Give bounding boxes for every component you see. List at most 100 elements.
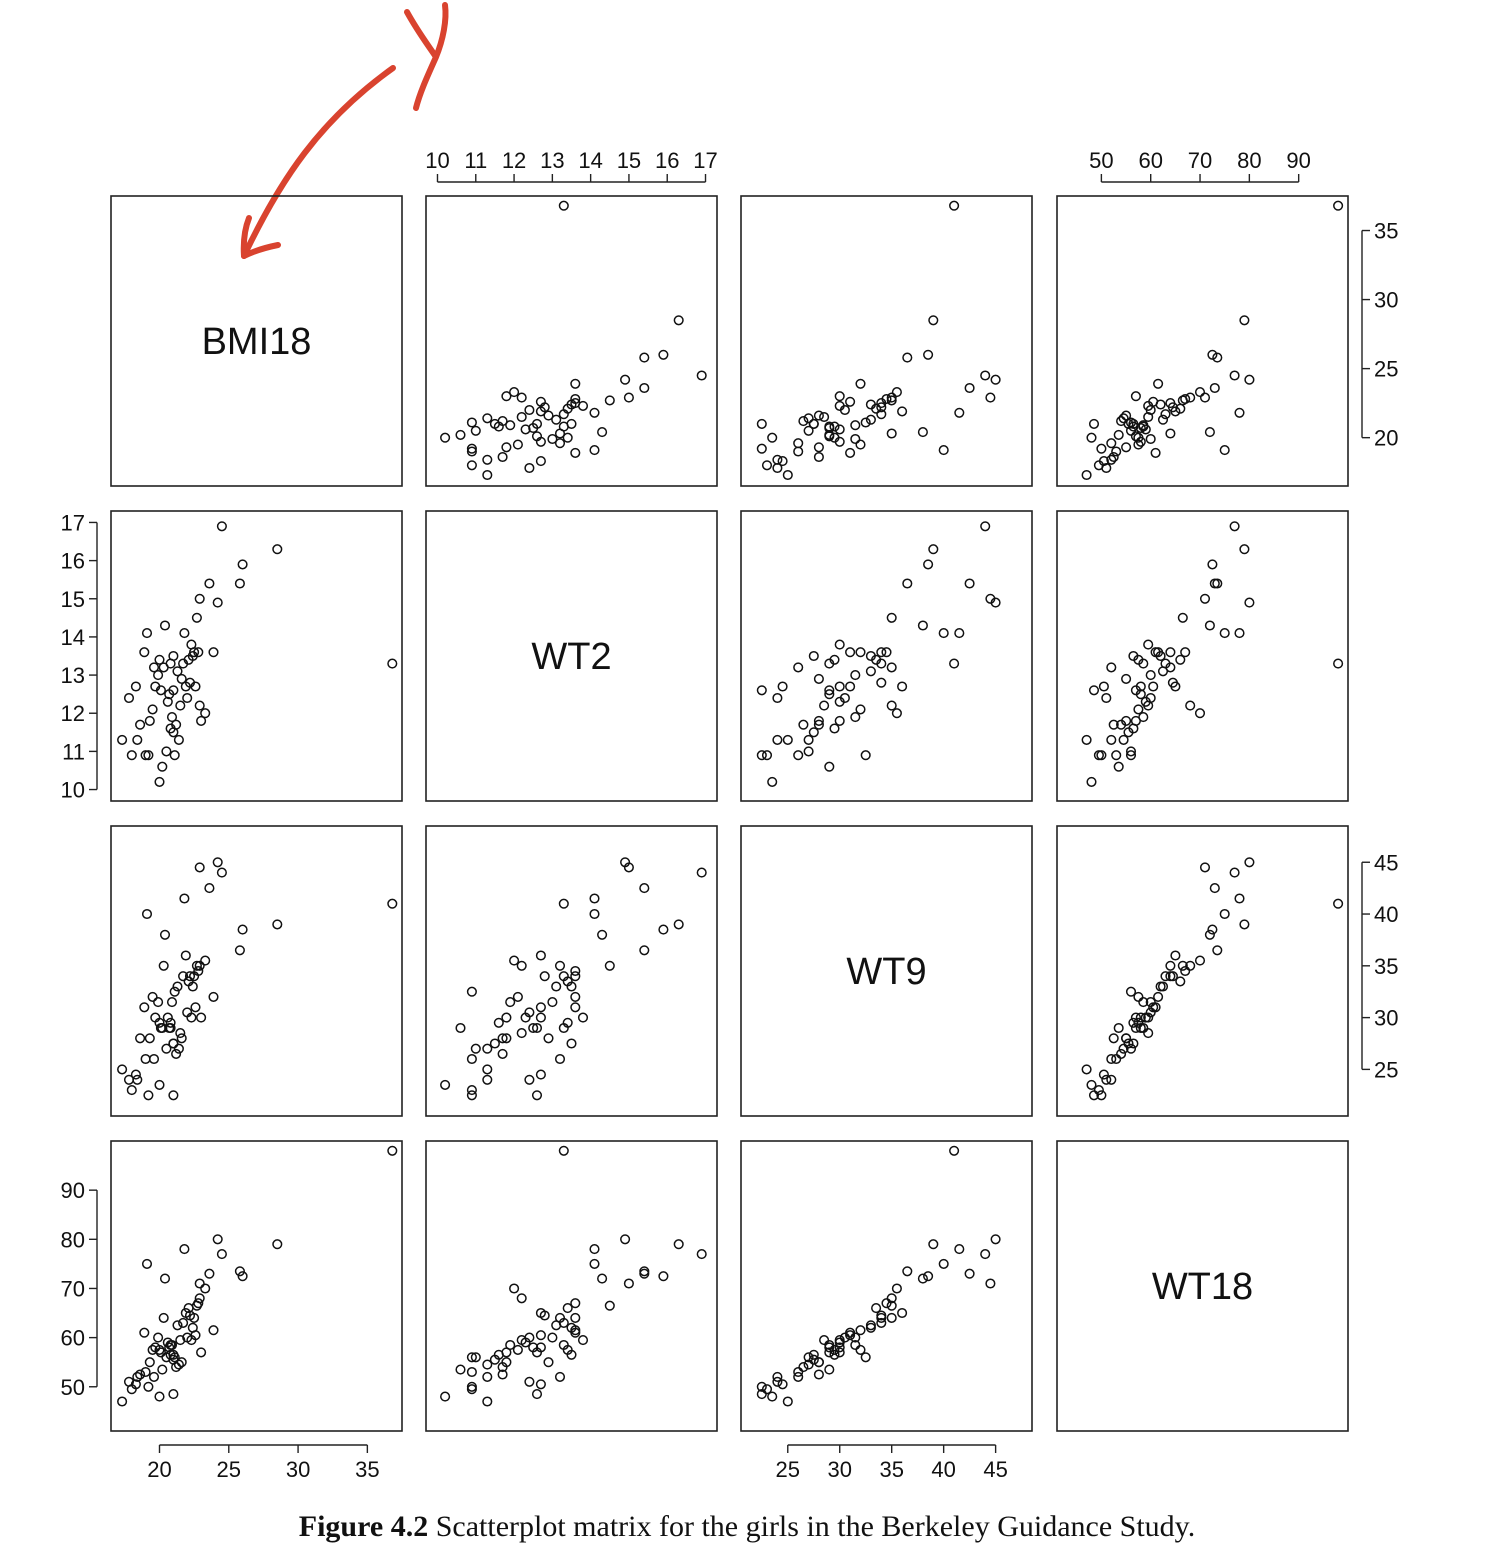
data-point xyxy=(1106,1053,1117,1065)
data-point xyxy=(928,315,939,326)
data-point xyxy=(756,750,767,761)
data-point xyxy=(1153,378,1164,389)
data-point xyxy=(620,374,631,385)
data-point xyxy=(161,746,172,757)
data-point xyxy=(876,1317,887,1328)
data-point xyxy=(558,200,569,211)
data-point xyxy=(819,700,830,711)
data-point xyxy=(194,960,205,971)
data-point xyxy=(1081,734,1092,745)
data-point xyxy=(1128,1017,1139,1028)
data-point xyxy=(897,681,908,692)
data-point xyxy=(917,427,928,438)
data-point xyxy=(162,1012,173,1023)
data-point xyxy=(658,349,669,360)
data-point xyxy=(1118,413,1129,424)
data-point xyxy=(154,1344,165,1355)
data-point xyxy=(165,723,176,734)
data-point xyxy=(130,1069,141,1080)
data-point xyxy=(871,654,882,665)
data-point xyxy=(1113,1022,1124,1034)
data-point xyxy=(860,417,871,428)
data-point xyxy=(597,1273,608,1284)
data-point xyxy=(928,1239,939,1250)
data-point xyxy=(1234,407,1245,418)
data-point xyxy=(620,1234,631,1245)
tick-label: 10 xyxy=(61,778,85,803)
data-point xyxy=(531,418,543,429)
data-point xyxy=(1194,708,1206,719)
data-point xyxy=(165,1339,176,1351)
panel-bmi18-vs-bmi18: BMI18 xyxy=(110,195,403,487)
data-point xyxy=(440,432,451,443)
data-point xyxy=(1113,429,1124,440)
data-point xyxy=(200,708,211,719)
data-point xyxy=(194,700,205,711)
data-point xyxy=(189,971,200,982)
data-point xyxy=(148,1053,160,1065)
wt18-top-axis: 50 60 70 80 90 xyxy=(1089,148,1311,183)
panel-bmi18-vs-wt18 xyxy=(1056,195,1349,487)
data-point xyxy=(141,908,153,920)
data-point xyxy=(1199,593,1211,604)
data-point xyxy=(1165,971,1176,982)
data-point xyxy=(1180,647,1191,658)
data-point xyxy=(135,1369,146,1380)
wt9-right-axis: 25 30 35 40 45 xyxy=(1361,850,1398,1082)
data-point xyxy=(466,1366,477,1378)
data-point xyxy=(1160,409,1171,420)
data-point xyxy=(1088,685,1100,696)
data-point xyxy=(539,402,550,413)
tick-label: 25 xyxy=(1374,1057,1398,1082)
data-point xyxy=(1116,416,1127,427)
data-point xyxy=(1133,1017,1144,1028)
data-point xyxy=(834,696,845,707)
data-point xyxy=(673,1239,684,1250)
data-point xyxy=(440,1079,451,1090)
data-point xyxy=(577,1335,589,1346)
figure-caption-text: Scatterplot matrix for the girls in the … xyxy=(428,1510,1196,1543)
data-point xyxy=(1088,1090,1100,1101)
data-point xyxy=(1106,1074,1117,1085)
data-point xyxy=(639,945,650,956)
data-point xyxy=(891,708,902,719)
data-point xyxy=(1170,950,1181,961)
data-point xyxy=(834,681,845,692)
panel-frame xyxy=(740,195,1033,487)
data-point xyxy=(169,986,180,997)
tick-label: 30 xyxy=(827,1457,851,1482)
data-point xyxy=(196,1012,207,1023)
data-point xyxy=(558,898,569,909)
data-point xyxy=(179,893,190,904)
data-point xyxy=(175,1028,186,1039)
data-point xyxy=(143,1090,154,1101)
data-point xyxy=(886,612,897,623)
panel-frame xyxy=(110,195,403,487)
data-point xyxy=(509,955,520,966)
tick-label: 80 xyxy=(1237,148,1261,173)
tick-label: 35 xyxy=(355,1457,379,1482)
data-point xyxy=(126,750,137,761)
panel-grid: BMI18 WT2 WT9 WT18 xyxy=(110,195,1349,1432)
tick-label: 70 xyxy=(1188,148,1212,173)
data-point xyxy=(834,400,845,411)
data-point xyxy=(824,685,835,696)
data-point xyxy=(543,410,554,421)
data-point xyxy=(1165,647,1176,658)
data-point xyxy=(497,1369,508,1380)
data-point xyxy=(938,445,949,456)
data-point xyxy=(147,991,158,1002)
data-point xyxy=(803,1352,814,1363)
data-point xyxy=(1234,628,1245,639)
data-point xyxy=(159,1273,171,1284)
tick-label: 20 xyxy=(147,1457,171,1482)
data-point xyxy=(1209,382,1220,394)
data-point xyxy=(1096,750,1107,761)
data-point xyxy=(824,1347,835,1358)
data-point xyxy=(897,1307,908,1319)
data-point xyxy=(1128,1038,1139,1049)
data-point xyxy=(154,1391,165,1402)
tick-label: 30 xyxy=(286,1457,310,1482)
tick-label: 30 xyxy=(1374,288,1398,313)
data-point xyxy=(902,578,913,589)
